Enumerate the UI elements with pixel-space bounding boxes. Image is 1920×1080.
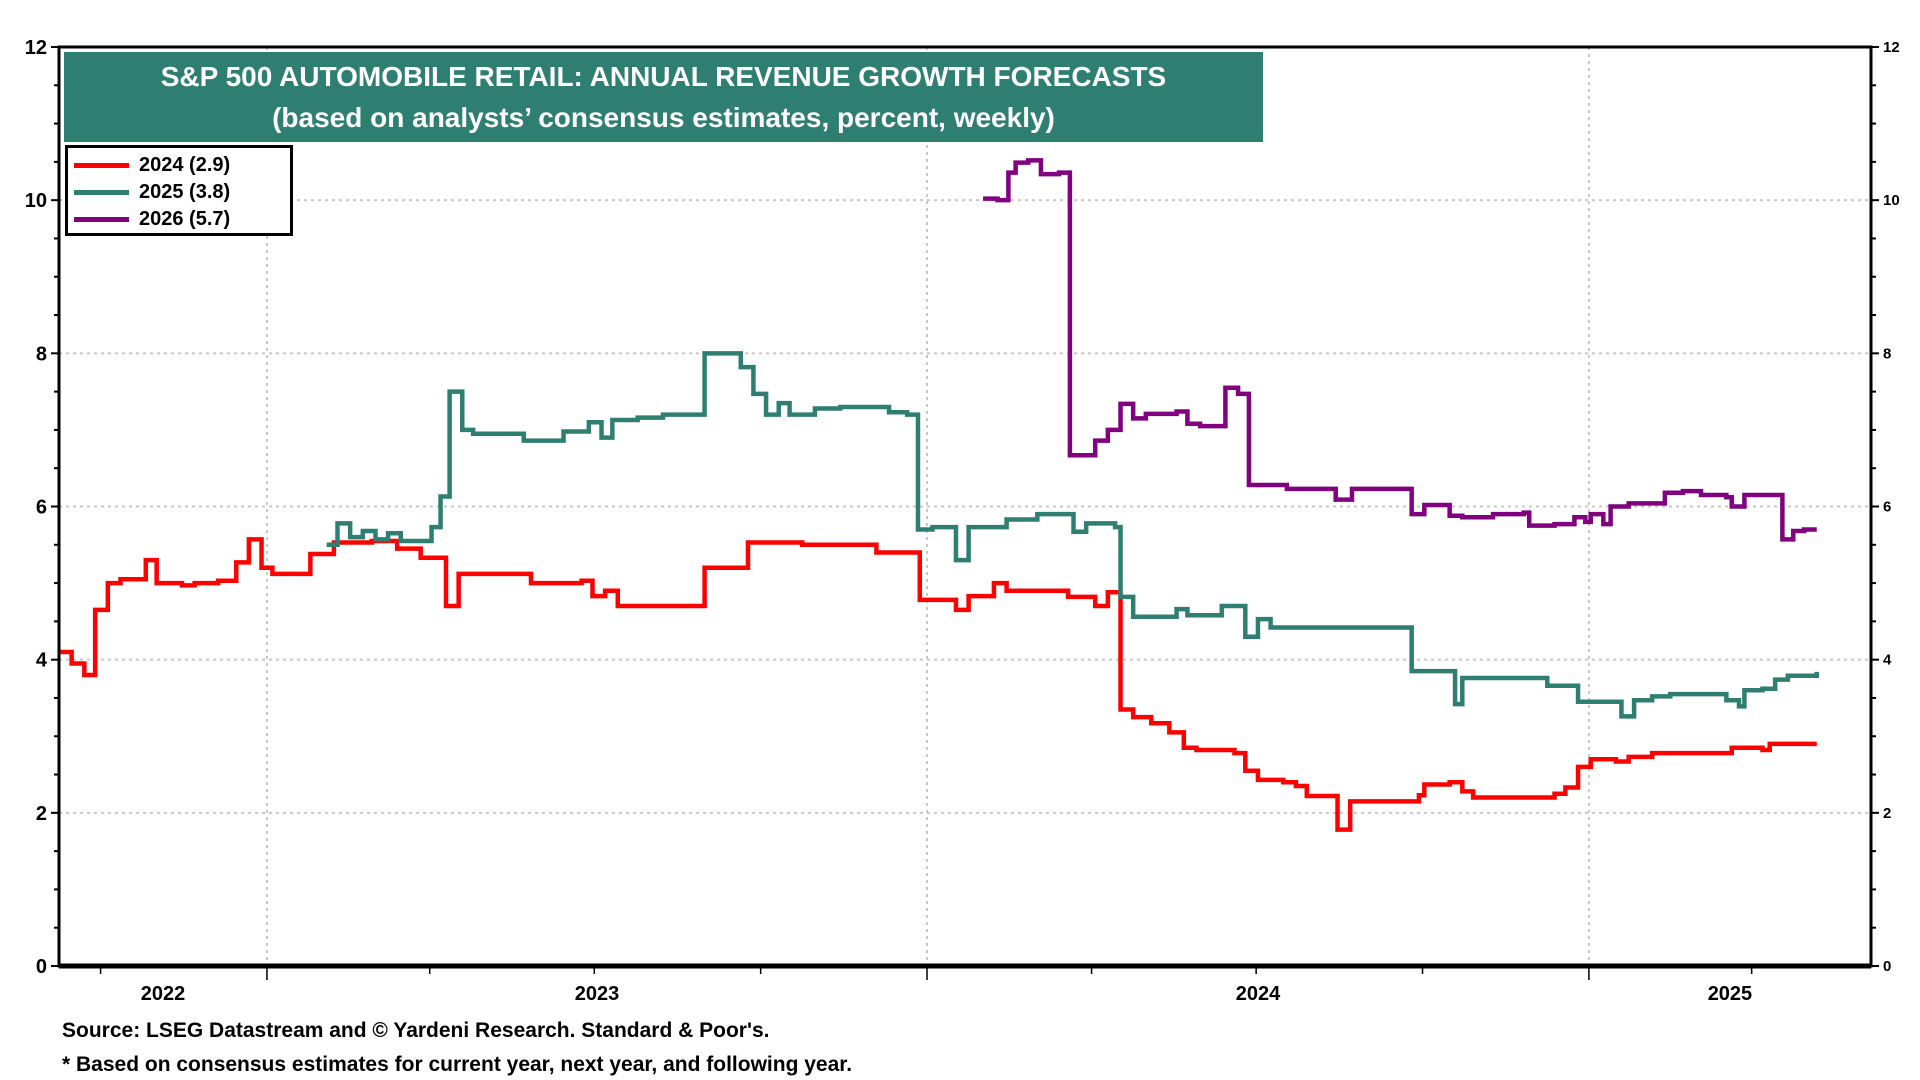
chart-title: S&P 500 AUTOMOBILE RETAIL: ANNUAL REVENU…: [160, 61, 1167, 92]
y-tick-label-left: 12: [25, 37, 47, 59]
y-tick-label-right: 2: [1883, 805, 1891, 822]
grid-lines: [59, 47, 1871, 966]
y-tick-label-right: 8: [1883, 345, 1891, 362]
legend: 2024 (2.9) 2025 (3.8) 2026 (5.7): [65, 145, 293, 236]
chart-subtitle: (based on analysts’ consensus estimates,…: [272, 102, 1055, 133]
y-tick-label-right: 10: [1883, 192, 1900, 209]
y-tick-label-left: 8: [36, 343, 47, 365]
legend-swatch-2025: [74, 190, 129, 195]
legend-label-2026: 2026 (5.7): [139, 208, 231, 230]
legend-item-2024: 2024 (2.9): [74, 152, 290, 179]
series-line-2026: [983, 158, 1817, 542]
footnote: * Based on consensus estimates for curre…: [62, 1053, 853, 1076]
legend-item-2026: 2026 (5.7): [74, 206, 290, 233]
legend-swatch-2026: [74, 217, 129, 222]
legend-swatch-2024: [74, 163, 129, 168]
y-tick-label-right: 0: [1883, 958, 1891, 975]
legend-label-2025: 2025 (3.8): [139, 181, 231, 203]
legend-label-2024: 2024 (2.9): [139, 154, 231, 176]
y-tick-label-left: 6: [36, 497, 47, 519]
y-tick-label-right: 4: [1883, 652, 1892, 669]
x-tick-label: 2023: [575, 983, 620, 1005]
x-tick-label: 2022: [141, 983, 186, 1005]
axes: 0 0 2 2 4 4 6 6 8 8 10 10 12 12 2022 2023 2024 2025: [25, 37, 1900, 1005]
chart-title-box: S&P 500 AUTOMOBILE RETAIL: ANNUAL REVENU…: [64, 52, 1263, 142]
y-tick-label-left: 2: [36, 803, 47, 825]
series-lines: [59, 158, 1819, 832]
series-line-2024: [59, 537, 1817, 832]
y-tick-label-left: 4: [36, 650, 48, 672]
y-tick-label-right: 12: [1883, 39, 1900, 56]
x-tick-label: 2025: [1708, 983, 1753, 1005]
series-line-2025: [326, 351, 1819, 719]
legend-item-2025: 2025 (3.8): [74, 179, 290, 206]
y-tick-label-left: 0: [36, 956, 47, 978]
y-tick-label-left: 10: [25, 190, 47, 212]
y-tick-label-right: 6: [1883, 499, 1891, 516]
source-note: Source: LSEG Datastream and © Yardeni Re…: [62, 1019, 770, 1042]
x-tick-label: 2024: [1236, 983, 1281, 1005]
